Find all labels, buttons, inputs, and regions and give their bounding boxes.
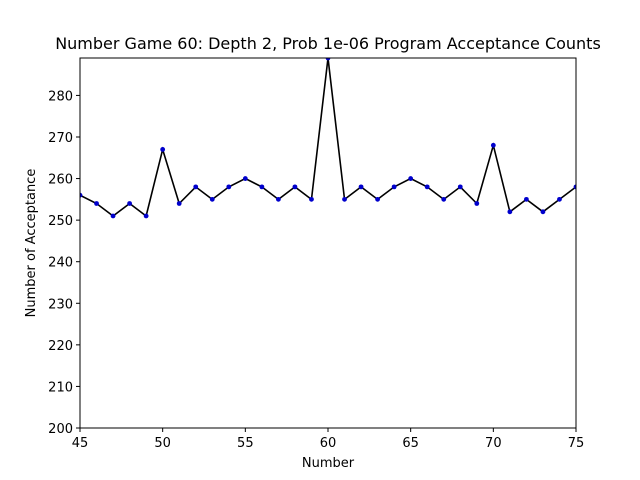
data-point [309, 196, 314, 202]
data-point [325, 58, 331, 61]
data-point [127, 201, 132, 206]
y-tick-label: 250 [48, 214, 73, 229]
data-point [557, 196, 562, 202]
x-axis: 45 50 55 60 65 70 75 [72, 428, 585, 451]
y-tick-label: 210 [48, 380, 73, 395]
data-point [358, 184, 364, 190]
data-point [342, 196, 347, 202]
y-tick-label: 280 [48, 89, 73, 104]
data-point [490, 142, 496, 148]
series-line [80, 58, 576, 218]
y-tick-label: 220 [48, 339, 73, 354]
y-tick-label: 260 [48, 173, 73, 188]
data-point [474, 201, 480, 206]
x-tick-label: 65 [402, 436, 419, 451]
data-point [80, 192, 83, 198]
data-point [242, 176, 248, 181]
y-tick-label: 270 [48, 131, 73, 146]
x-tick-label: 55 [237, 436, 254, 451]
x-tick-label: 70 [485, 436, 502, 451]
x-tick-label: 50 [154, 436, 171, 451]
data-point [457, 184, 463, 190]
data-point [507, 209, 513, 215]
y-axis: 200 210 220 230 240 250 260 270 280 [48, 89, 80, 437]
data-point [259, 184, 265, 190]
data-point [176, 201, 182, 206]
x-tick-label: 60 [320, 436, 337, 451]
data-point [573, 184, 576, 190]
series-layer [80, 58, 576, 219]
data-point [292, 184, 298, 190]
data-point [441, 196, 447, 202]
data-point [193, 184, 199, 190]
data-point [524, 196, 529, 202]
data-point [143, 213, 149, 219]
data-point [160, 147, 166, 152]
y-axis-title: Number of Acceptance [24, 169, 39, 318]
data-point [424, 184, 430, 190]
data-point [276, 196, 281, 202]
data-point [408, 176, 414, 181]
x-axis-title: Number [302, 456, 355, 471]
x-tick-label: 45 [72, 436, 89, 451]
data-point [391, 184, 397, 190]
y-tick-label: 240 [48, 256, 73, 271]
y-tick-label: 200 [48, 422, 73, 437]
chart-title: Number Game 60: Depth 2, Prob 1e-06 Prog… [55, 34, 601, 53]
data-point [209, 196, 215, 202]
data-point [94, 201, 99, 206]
data-point [110, 213, 116, 219]
plot-frame [79, 57, 577, 429]
data-point [540, 209, 546, 215]
x-tick-label: 75 [568, 436, 585, 451]
data-point [375, 196, 380, 202]
y-tick-label: 230 [48, 297, 73, 312]
data-point [226, 184, 232, 190]
